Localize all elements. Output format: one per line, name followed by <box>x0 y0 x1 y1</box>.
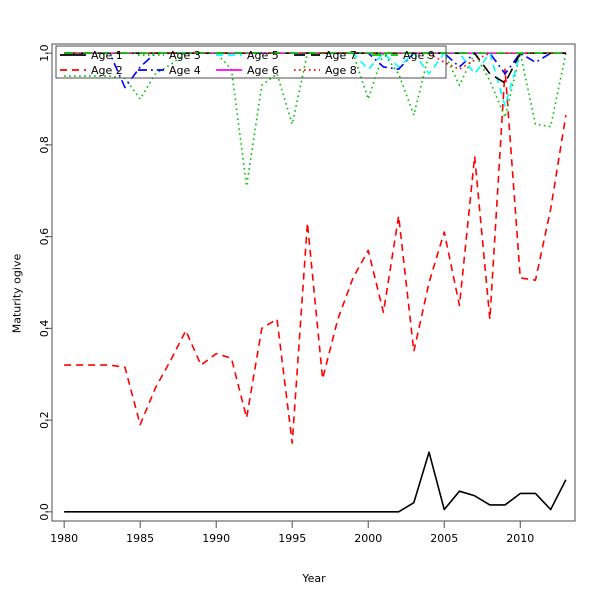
x-tick-label: 2000 <box>354 532 382 545</box>
legend-label-age-6: Age 6 <box>247 64 279 77</box>
legend-label-age-8: Age 8 <box>325 64 357 77</box>
x-tick-label: 1990 <box>202 532 230 545</box>
series-line-age-1 <box>64 451 567 513</box>
y-tick-label: 0.0 <box>38 503 51 520</box>
legend-label-age-4: Age 4 <box>169 64 201 77</box>
y-tick-label: 1.0 <box>38 44 51 62</box>
y-tick-label: 0.8 <box>38 136 51 154</box>
legend-label-age-7: Age 7 <box>325 49 357 62</box>
legend-label-age-5: Age 5 <box>247 49 279 62</box>
axes-layer: 1980 1985 1990 1995 2000 2005 2010 0.0 0.2 0.4 0.6… <box>38 43 576 545</box>
data-series-layer <box>64 52 567 513</box>
plot-border <box>51 43 576 522</box>
x-tick-label: 2010 <box>506 532 534 545</box>
x-tick-label: 1995 <box>278 532 306 545</box>
series-line-age-2 <box>64 68 567 444</box>
series-line-age-3 <box>64 52 567 187</box>
legend-label-age-9: Age 9 <box>403 49 435 62</box>
y-tick-label: 0.4 <box>38 320 51 338</box>
x-tick-label: 1980 <box>50 532 78 545</box>
chart-legend: Age 1 Age 3 Age 5 Age 7 Age 9 Age 2 Age 4 Age 6… <box>55 45 447 79</box>
legend-label-age-3: Age 3 <box>169 49 201 62</box>
y-tick-label: 0.2 <box>38 411 51 429</box>
legend-box <box>55 45 447 79</box>
x-tick-label: 1985 <box>126 532 154 545</box>
x-axis-title: Year <box>302 572 326 585</box>
x-tick-label: 2005 <box>430 532 458 545</box>
y-axis-title: Maturity ogive <box>10 253 24 334</box>
legend-label-age-2: Age 2 <box>91 64 123 77</box>
legend-label-age-1: Age 1 <box>91 49 123 62</box>
y-tick-label: 0.6 <box>38 228 51 246</box>
